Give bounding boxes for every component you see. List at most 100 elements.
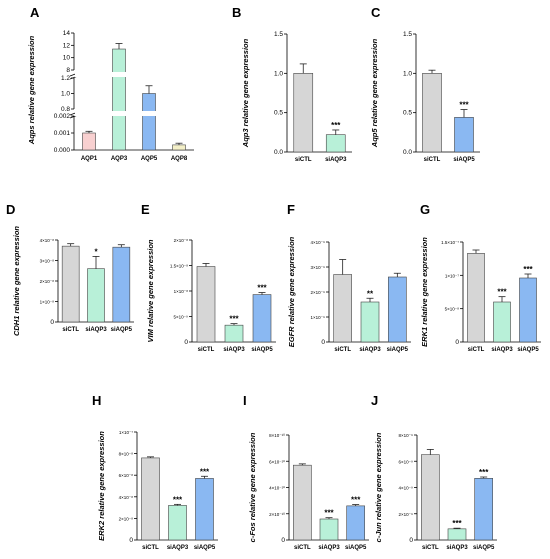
y-axis-label: VIM relative gene expression [146,239,155,342]
y-tick-label: 1×10⁻⁷ [445,273,460,278]
y-tick-label: 0 [129,537,133,544]
x-tick-label: siAQP3 [223,347,245,353]
bar-siCTL [61,245,80,323]
x-tick-label: AQP8 [171,156,188,162]
bar-siAQP5 [195,478,214,541]
panel-label: F [287,202,295,217]
y-tick-label: 0.8 [61,106,70,113]
y-axis-label: Aqp5 relative gene expression [370,38,379,148]
bar-siCTL [422,73,442,153]
bar-AQP5 [142,93,156,151]
significance-marker: *** [229,315,239,324]
y-tick-label: 2×10⁻⁸ [119,516,134,521]
y-axis-label: CDH1 relative gene expression [12,226,21,336]
y-axis-label: Aqps relative gene expression [27,35,36,145]
significance-marker: ** [367,289,374,298]
bar-siAQP5 [252,294,272,343]
y-tick-label: 8×10⁻⁸ [119,452,134,457]
y-tick-label: 1×10⁻⁸ [174,289,189,294]
y-tick-label: 8×10⁻⁹ [399,433,414,438]
x-tick-label: siCTL [334,347,351,353]
y-tick-label: 0 [321,339,325,346]
bar-siAQP5 [519,277,537,343]
panel-label: E [141,202,150,217]
panel-label: J [371,393,378,408]
y-axis-label: c-Jun relative gene expression [374,432,383,542]
y-tick-label: 14 [63,30,71,37]
y-axis-label: ERK2 relative gene expression [97,431,106,541]
y-axis-label-gene: Aqps [27,125,36,145]
x-tick-label: siAQP5 [517,347,539,353]
y-tick-label: 8 [66,67,70,74]
y-tick-label: 0.5 [403,110,412,117]
y-tick-label: 0.5 [274,110,283,117]
y-axis-label-text: relative gene expression [97,431,106,521]
y-tick-label: 1.5×10⁻⁸ [170,264,188,269]
bar-siAQP5 [474,478,493,541]
y-tick-label: 3×10⁻⁹ [311,265,326,270]
x-tick-label: siAQP3 [325,157,347,163]
x-tick-label: siAQP3 [491,347,513,353]
panel-I: I 0 2×10⁻¹⁰ 4×10⁻¹⁰ 6×10⁻¹⁰ 8×10⁻¹⁰ siCTL *** si… [243,393,369,551]
x-tick-label: siCTL [62,327,79,333]
significance-marker: *** [257,284,267,293]
panel-label: B [232,5,241,20]
bar-AQP1 [82,132,96,151]
x-tick-label: siCTL [294,545,311,551]
y-tick-label: 6×10⁻⁸ [119,473,134,478]
y-axis-label-text: relative gene expression [248,432,257,522]
x-tick-label: siAQP5 [194,545,216,551]
panel-label: C [371,5,381,20]
y-tick-label: 0 [409,537,413,544]
y-tick-label: 0.002 [54,113,71,120]
y-tick-label: 12 [63,42,71,49]
y-tick-label: 1.5 [403,31,412,38]
y-axis-label: ERK1 relative gene expression [420,237,429,347]
bar-siCTL [333,274,352,343]
y-axis-label-text: relative gene expression [27,35,36,125]
axis-break-gap [75,72,195,77]
x-tick-label: siCTL [295,157,312,163]
panel-C: C 0.0 0.5 1.0 1.5 siCTL *** siAQP5 [371,5,480,163]
y-tick-label: 3×10⁻⁸ [40,259,55,264]
significance-marker: *** [479,468,489,477]
y-tick-label: 10 [63,55,71,62]
bar-siAQP3 [493,301,511,343]
y-axis-label-text: relative gene expression [12,226,21,316]
x-tick-label: AQP5 [141,156,158,162]
bar-siAQP5 [388,276,407,343]
bar-siCTL [293,464,312,541]
y-tick-label: 1×10⁻⁷ [119,430,134,435]
y-axis-label-gene: ERK1 [420,327,429,347]
panel-D: D 0 1×10⁻⁸ 2×10⁻⁸ 3×10⁻⁸ 4×10⁻⁸ siCTL * siAQP3 si… [6,202,134,333]
x-tick-label: siAQP3 [359,347,381,353]
x-tick-label: siAQP3 [167,545,189,551]
bar-siAQP5 [346,505,365,541]
significance-marker: *** [497,288,507,297]
significance-marker: *** [523,265,533,274]
y-tick-label: 0 [455,339,459,346]
y-tick-label: 2×10⁻¹⁰ [269,512,285,517]
x-tick-label: siCTL [424,157,441,163]
significance-marker: *** [200,467,210,476]
y-axis-label-text: relative gene expression [420,237,429,327]
y-tick-label: 0 [184,339,188,346]
y-tick-label: 1.0 [274,70,283,77]
panel-E: E 0 5×10⁻⁹ 1×10⁻⁸ 1.5×10⁻⁸ 2×10⁻⁸ siCTL *** siAQ… [141,202,276,353]
y-axis-label-gene: EGFR [287,326,296,347]
y-axis-label-gene: Aqp3 [241,128,250,149]
y-tick-label: 4×10⁻¹⁰ [269,486,285,491]
y-tick-label: 0.001 [54,130,71,137]
panel-label: H [92,393,101,408]
bar-AQP8 [172,144,186,151]
y-axis-label-gene: VIM [146,328,155,342]
bar-siAQP3 [168,505,187,541]
x-tick-label: AQP1 [81,156,98,162]
y-tick-label: 5×10⁻⁸ [445,307,460,312]
y-tick-label: 1.2 [61,75,70,82]
y-tick-label: 8×10⁻¹⁰ [269,433,285,438]
x-tick-label: siAQP3 [318,545,340,551]
x-tick-label: siAQP5 [387,347,409,353]
